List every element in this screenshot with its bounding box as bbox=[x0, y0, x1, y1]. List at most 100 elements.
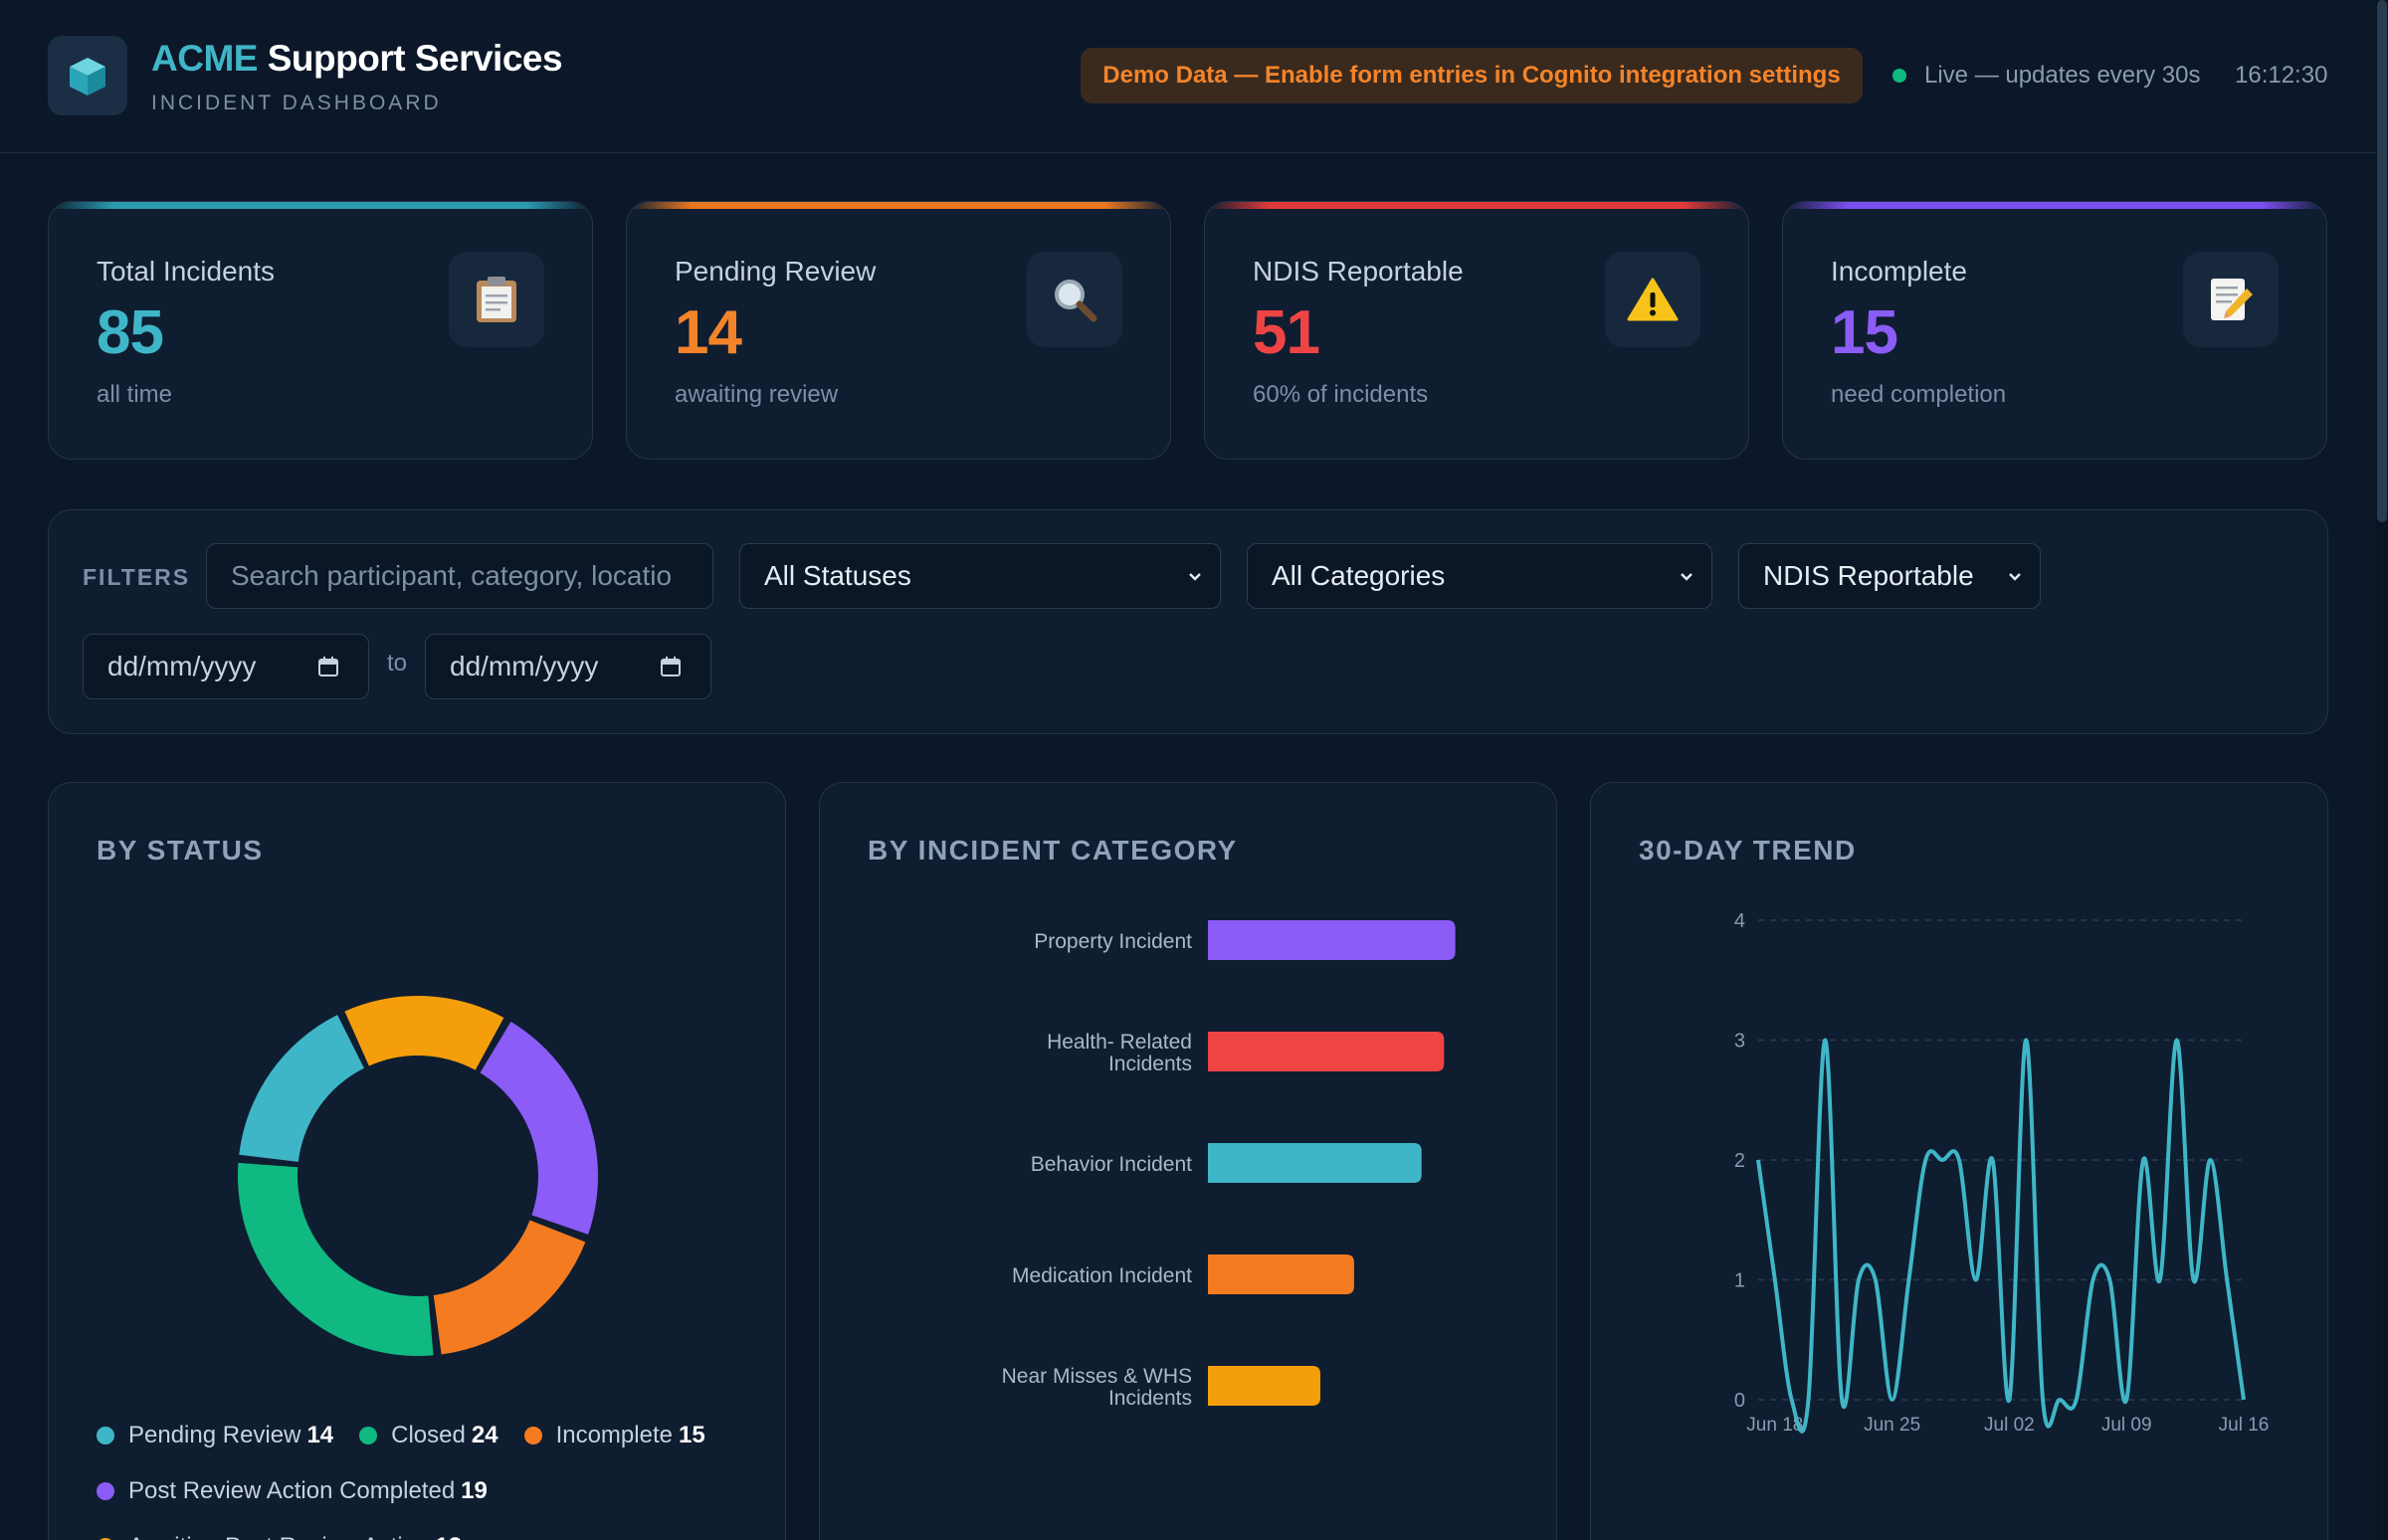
donut-slice-awaiting-post-review-action[interactable] bbox=[344, 996, 504, 1070]
magnifier-icon bbox=[1027, 252, 1122, 347]
x-tick-label: Jul 16 bbox=[2219, 1415, 2270, 1436]
date-from-input[interactable]: dd/mm/yyyy bbox=[83, 634, 369, 699]
bar-category-label: Property Incident bbox=[1034, 930, 1192, 953]
bar-category-label: Near Misses & WHS bbox=[1002, 1365, 1192, 1388]
trend-point[interactable] bbox=[1954, 1155, 1964, 1165]
donut-slice-post-review-action-completed[interactable] bbox=[480, 1021, 598, 1235]
stat-sub: need completion bbox=[1831, 381, 2007, 408]
trend-chart-title: 30-DAY TREND bbox=[1639, 835, 1857, 866]
filters-panel: FILTERS Search participant, category, lo… bbox=[48, 509, 2328, 734]
trend-point[interactable] bbox=[1820, 1036, 1830, 1046]
clock: 16:12:30 bbox=[2235, 62, 2328, 89]
category-bar[interactable] bbox=[1208, 1366, 1320, 1406]
brand-accent: ACME bbox=[151, 38, 258, 79]
x-tick-label: Jun 25 bbox=[1864, 1415, 1920, 1436]
cube-logo-icon bbox=[48, 36, 127, 115]
stat-sub: 60% of incidents bbox=[1253, 381, 1429, 408]
trend-point[interactable] bbox=[1787, 1395, 1797, 1405]
ndis-select[interactable]: NDIS Reportable bbox=[1738, 543, 2041, 609]
category-bar[interactable] bbox=[1208, 1143, 1422, 1183]
legend-swatch bbox=[97, 1538, 114, 1540]
y-tick-label: 4 bbox=[1734, 910, 1745, 932]
trend-point[interactable] bbox=[1871, 1275, 1881, 1285]
trend-point[interactable] bbox=[2089, 1275, 2098, 1285]
trend-point[interactable] bbox=[1854, 1275, 1864, 1285]
trend-point[interactable] bbox=[1971, 1275, 1981, 1285]
stat-value: 15 bbox=[1831, 298, 1898, 367]
legend-label: Awaiting Post Review Action bbox=[128, 1533, 429, 1540]
legend-row: Pending Review 14 Closed 24 Incomplete 15 bbox=[97, 1408, 753, 1463]
category-select-value: All Categories bbox=[1272, 560, 1446, 591]
legend-item[interactable]: Pending Review 14 bbox=[97, 1422, 333, 1449]
trend-point[interactable] bbox=[2172, 1036, 2182, 1046]
trend-point[interactable] bbox=[2239, 1395, 2249, 1405]
status-donut-chart bbox=[238, 996, 598, 1356]
trend-point[interactable] bbox=[2104, 1275, 2114, 1285]
trend-point[interactable] bbox=[2138, 1155, 2148, 1165]
trend-point[interactable] bbox=[1837, 1395, 1847, 1405]
stat-value: 85 bbox=[97, 298, 164, 367]
bar-category-label: Behavior Incident bbox=[1031, 1153, 1192, 1176]
stat-accent-bar bbox=[627, 202, 1170, 209]
legend-swatch bbox=[523, 1427, 542, 1444]
trend-point[interactable] bbox=[1937, 1155, 1947, 1165]
trend-point[interactable] bbox=[2155, 1275, 2165, 1285]
trend-point[interactable] bbox=[2055, 1395, 2065, 1405]
legend-swatch bbox=[359, 1427, 378, 1444]
trend-point[interactable] bbox=[2021, 1036, 2031, 1046]
trend-point[interactable] bbox=[2222, 1275, 2232, 1285]
legend-item[interactable]: Incomplete 15 bbox=[523, 1422, 705, 1449]
chevron-down-icon bbox=[2009, 573, 2021, 581]
trend-point[interactable] bbox=[2189, 1275, 2199, 1285]
legend-value: 13 bbox=[435, 1533, 462, 1540]
trend-point[interactable] bbox=[1903, 1275, 1913, 1285]
trend-point[interactable] bbox=[1888, 1395, 1897, 1405]
stat-label: Incomplete bbox=[1831, 256, 1967, 287]
trend-point[interactable] bbox=[2205, 1155, 2215, 1165]
trend-point[interactable] bbox=[1803, 1395, 1813, 1405]
category-bar[interactable] bbox=[1208, 1032, 1445, 1071]
brand-title: ACME Support Services bbox=[151, 38, 563, 80]
donut-slice-closed[interactable] bbox=[238, 1162, 434, 1356]
donut-slice-incomplete[interactable] bbox=[433, 1220, 586, 1355]
trend-point[interactable] bbox=[1988, 1155, 1998, 1165]
scrollbar-thumb[interactable] bbox=[2377, 0, 2387, 522]
bar-category-label: Medication Incident bbox=[1012, 1264, 1192, 1287]
stat-sub: awaiting review bbox=[675, 381, 839, 408]
trend-chart-panel: 30-DAY TREND 0 1 2 3 4 Jun 18 Jun 25 Jul 02 Jul … bbox=[1590, 782, 2328, 1540]
stat-card-pending: Pending Review 14 awaiting review bbox=[626, 201, 1171, 460]
stat-accent-bar bbox=[49, 202, 592, 209]
stat-label: NDIS Reportable bbox=[1253, 256, 1464, 287]
scrollbar[interactable] bbox=[2376, 0, 2388, 1540]
bar-category-label: Incidents bbox=[1108, 1053, 1192, 1075]
category-chart-title: BY INCIDENT CATEGORY bbox=[868, 835, 1238, 866]
legend-item[interactable]: Closed 24 bbox=[359, 1422, 498, 1449]
category-bar[interactable] bbox=[1208, 1254, 1354, 1294]
trend-point[interactable] bbox=[2121, 1395, 2131, 1405]
legend-label: Pending Review bbox=[128, 1422, 301, 1448]
calendar-icon[interactable] bbox=[316, 655, 340, 678]
category-chart-panel: BY INCIDENT CATEGORY Property Incident He… bbox=[819, 782, 1557, 1540]
live-status: Live — updates every 30s bbox=[1892, 62, 2201, 90]
date-to-input[interactable]: dd/mm/yyyy bbox=[425, 634, 711, 699]
memo-icon bbox=[2183, 252, 2279, 347]
status-select[interactable]: All Statuses bbox=[739, 543, 1221, 609]
x-tick-label: Jun 18 bbox=[1746, 1415, 1803, 1436]
trend-point[interactable] bbox=[1770, 1275, 1780, 1285]
chevron-down-icon bbox=[1681, 573, 1692, 581]
stat-card-total: Total Incidents 85 all time bbox=[48, 201, 593, 460]
trend-point[interactable] bbox=[2038, 1395, 2048, 1405]
legend-item[interactable]: Post Review Action Completed 19 bbox=[97, 1477, 488, 1505]
trend-point[interactable] bbox=[2004, 1395, 2014, 1405]
category-select[interactable]: All Categories bbox=[1247, 543, 1712, 609]
donut-slice-pending-review[interactable] bbox=[239, 1015, 364, 1162]
search-input[interactable]: Search participant, category, locatio bbox=[206, 543, 713, 609]
trend-point[interactable] bbox=[1920, 1155, 1930, 1165]
legend-item[interactable]: Awaiting Post Review Action 13 bbox=[97, 1533, 462, 1540]
category-bar[interactable] bbox=[1208, 920, 1456, 960]
trend-point[interactable] bbox=[1753, 1155, 1763, 1165]
trend-point[interactable] bbox=[2072, 1395, 2082, 1405]
dashboard-subtitle: INCIDENT DASHBOARD bbox=[151, 92, 442, 114]
calendar-icon[interactable] bbox=[659, 655, 683, 678]
